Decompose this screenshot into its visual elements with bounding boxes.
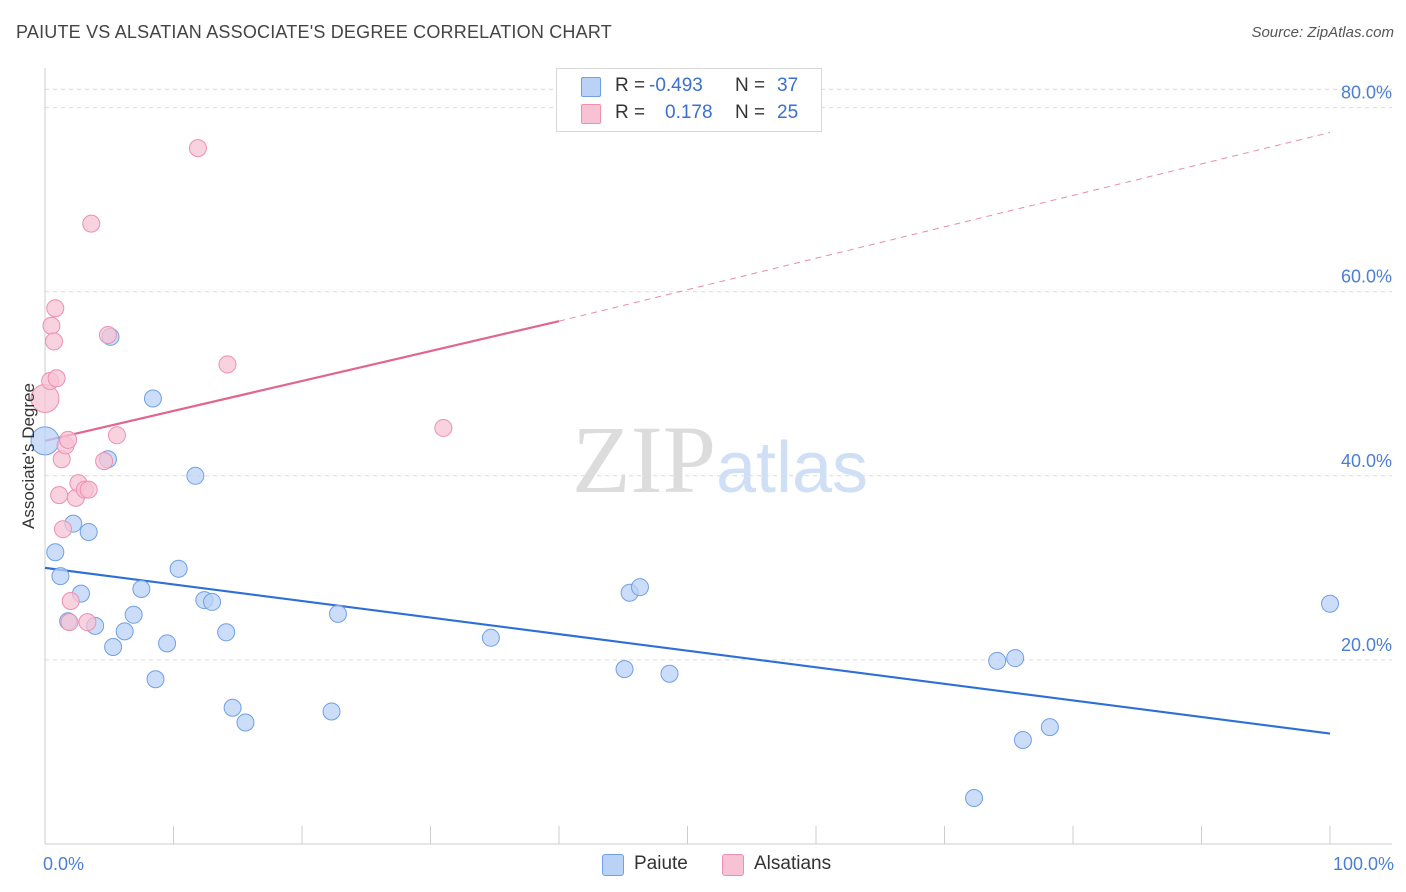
paiute-legend-swatch [602, 854, 624, 876]
r-label: R = [615, 102, 646, 123]
alsatians-point [95, 452, 114, 471]
paiute-point [223, 698, 242, 717]
data-points [30, 139, 1339, 807]
paiute-point [630, 578, 649, 597]
paiute-point [1006, 649, 1025, 668]
n-label: N = [735, 102, 766, 123]
watermark-atlas: atlas [716, 428, 868, 508]
paiute-point [988, 651, 1007, 670]
alsatians-legend-label: Alsatians [754, 853, 832, 874]
paiute-point [158, 634, 177, 653]
n-value: 37 [777, 75, 799, 96]
alsatians-point [59, 430, 78, 449]
y-axis-label: Associate's Degree [19, 383, 38, 529]
trend-lines [44, 131, 1331, 735]
alsatians-point [42, 316, 61, 335]
alsatians-point [78, 613, 97, 632]
paiute-point [1013, 730, 1032, 749]
n-value: 25 [777, 102, 799, 123]
paiute-point [660, 664, 679, 683]
paiute-point [186, 466, 205, 485]
r-value: -0.493 [649, 75, 703, 96]
paiute-point [104, 638, 123, 657]
paiute-point [322, 702, 341, 721]
y-tick-label: 40.0% [1341, 451, 1392, 471]
alsatians-point [60, 613, 79, 632]
paiute-legend-label: Paiute [634, 853, 688, 874]
paiute-point [236, 713, 255, 732]
paiute-point [79, 522, 98, 541]
alsatians-trend-line [44, 320, 560, 442]
paiute-point [203, 592, 222, 611]
alsatians-swatch [581, 104, 601, 124]
paiute-point [1321, 594, 1339, 613]
alsatians-trend-extension [558, 131, 1331, 322]
alsatians-point [46, 299, 65, 318]
paiute-point [217, 623, 236, 642]
alsatians-point [218, 355, 237, 374]
alsatians-point [47, 369, 66, 388]
y-tick-label: 60.0% [1341, 267, 1392, 287]
alsatians-point [98, 325, 117, 344]
chart-title: PAIUTE VS ALSATIAN ASSOCIATE'S DEGREE CO… [16, 22, 612, 42]
stats-legend: R = -0.493 N = 37 R = 0.178 N = 25 [556, 68, 822, 132]
axes [44, 68, 1392, 845]
alsatians-point [50, 486, 69, 505]
paiute-point [46, 543, 65, 562]
alsatians-point [61, 591, 80, 610]
paiute-point [51, 567, 70, 586]
paiute-point [124, 605, 143, 624]
alsatians-point [434, 418, 453, 437]
paiute-point [615, 660, 634, 679]
paiute-point [328, 604, 347, 623]
r-value: 0.178 [665, 102, 713, 123]
watermark-zip: ZIP [572, 406, 716, 513]
alsatians-point [44, 332, 63, 351]
tick-labels: 20.0% 40.0% 60.0% 80.0% 0.0% 100.0% [43, 83, 1394, 874]
gridlines [45, 88, 1392, 661]
r-label: R = [615, 75, 646, 96]
paiute-point [965, 788, 984, 807]
alsatians-point [107, 426, 126, 445]
y-tick-label: 20.0% [1341, 635, 1392, 655]
source-credit: Source: ZipAtlas.com [1251, 24, 1394, 41]
alsatians-point [53, 520, 72, 539]
x-tick-label: 100.0% [1333, 854, 1394, 874]
paiute-trend-line [44, 566, 1331, 735]
alsatians-point [82, 214, 101, 233]
paiute-point [1040, 718, 1059, 737]
paiute-point [169, 559, 188, 578]
alsatians-point [79, 480, 98, 499]
paiute-point [143, 389, 162, 408]
watermark-text: ZIPatlas [572, 406, 868, 513]
paiute-point [481, 628, 500, 647]
paiute-point [115, 622, 134, 641]
paiute-point [132, 580, 151, 599]
n-label: N = [735, 75, 766, 96]
paiute-point [146, 670, 165, 689]
alsatians-point [188, 139, 207, 158]
paiute-swatch [581, 77, 601, 97]
y-tick-label: 80.0% [1341, 83, 1392, 103]
alsatians-legend-swatch [722, 854, 744, 876]
watermark: ZIPatlas [572, 406, 868, 513]
x-tick-label: 0.0% [43, 854, 84, 874]
